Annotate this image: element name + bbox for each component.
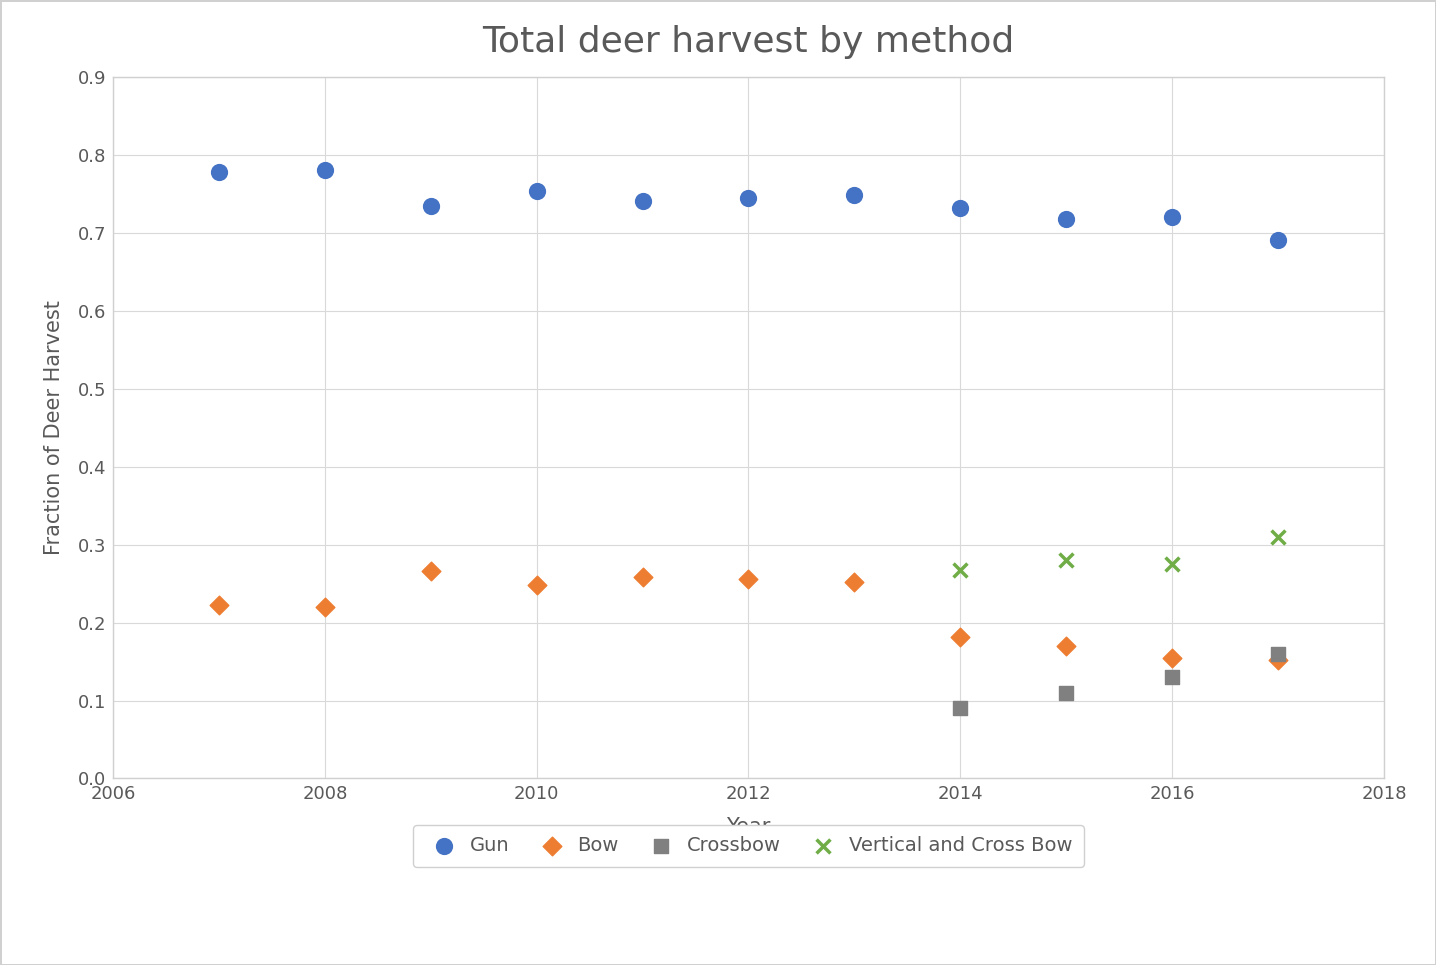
Bow: [526, 577, 549, 593]
Gun: [737, 190, 760, 206]
Title: Total deer harvest by method: Total deer harvest by method: [482, 25, 1015, 59]
Bow: [630, 569, 653, 585]
Gun: [949, 200, 972, 215]
X-axis label: Year: Year: [727, 817, 771, 838]
Gun: [1054, 211, 1077, 227]
Bow: [843, 574, 866, 590]
Gun: [1267, 233, 1290, 248]
Vertical and Cross Bow: [949, 562, 972, 577]
Gun: [843, 187, 866, 203]
Gun: [419, 199, 442, 214]
Bow: [313, 599, 336, 615]
Vertical and Cross Bow: [1054, 552, 1077, 567]
Bow: [737, 571, 760, 587]
Bow: [1267, 652, 1290, 668]
Gun: [630, 193, 653, 208]
Bow: [207, 597, 230, 613]
Bow: [1160, 649, 1183, 665]
Bow: [419, 564, 442, 579]
Bow: [949, 629, 972, 645]
Gun: [526, 182, 549, 198]
Crossbow: [1267, 646, 1290, 661]
Crossbow: [1054, 685, 1077, 701]
Y-axis label: Fraction of Deer Harvest: Fraction of Deer Harvest: [43, 300, 63, 555]
Gun: [207, 164, 230, 179]
Vertical and Cross Bow: [1267, 529, 1290, 544]
Bow: [1054, 638, 1077, 653]
Gun: [313, 162, 336, 178]
Legend: Gun, Bow, Crossbow, Vertical and Cross Bow: Gun, Bow, Crossbow, Vertical and Cross B…: [414, 825, 1084, 867]
Vertical and Cross Bow: [1160, 557, 1183, 572]
Crossbow: [1160, 670, 1183, 685]
Crossbow: [949, 701, 972, 716]
Gun: [1160, 209, 1183, 225]
